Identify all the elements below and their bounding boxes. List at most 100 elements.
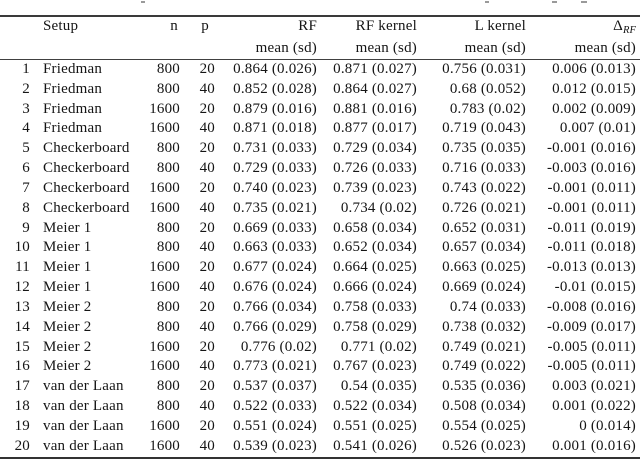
cell-p: 20 bbox=[199, 219, 215, 236]
cell-rf-mean-sd: 0.663 (0.033) bbox=[233, 239, 317, 256]
cell-delta-rf-mean-sd: -0.011 (0.019) bbox=[547, 219, 636, 236]
cropped-text-artifact bbox=[552, 1, 557, 3]
subheader-rf-mean-sd: mean (sd) bbox=[255, 39, 317, 56]
cell-delta-rf-mean-sd: 0 (0.014) bbox=[579, 417, 636, 434]
cell-delta-rf-mean-sd: 0.001 (0.016) bbox=[552, 437, 636, 454]
cell-rf-kernel-mean-sd: 0.522 (0.034) bbox=[333, 398, 417, 415]
table-top-rule bbox=[0, 15, 640, 17]
cell-setup: Meier 2 bbox=[43, 318, 92, 335]
header-row-mean-sd: mean (sd) mean (sd) mean (sd) mean (sd) bbox=[0, 38, 640, 60]
cell-delta-rf-mean-sd: -0.001 (0.016) bbox=[546, 140, 636, 157]
cell-n: 800 bbox=[156, 318, 180, 335]
cell-row-number: 7 bbox=[22, 179, 30, 196]
cell-p: 20 bbox=[199, 259, 215, 276]
cell-rf-mean-sd: 0.539 (0.023) bbox=[233, 437, 317, 454]
cell-rf-kernel-mean-sd: 0.652 (0.034) bbox=[333, 239, 417, 256]
cell-rf-kernel-mean-sd: 0.877 (0.017) bbox=[333, 120, 417, 137]
header-p: p bbox=[201, 18, 209, 34]
cell-l-kernel-mean-sd: 0.526 (0.023) bbox=[442, 437, 526, 454]
table-row: 6 Checkerboard 800 40 0.729 (0.033) 0.726 (0.… bbox=[0, 159, 640, 179]
cell-rf-kernel-mean-sd: 0.739 (0.023) bbox=[333, 179, 417, 196]
cell-rf-mean-sd: 0.773 (0.021) bbox=[233, 358, 317, 375]
cell-rf-kernel-mean-sd: 0.54 (0.035) bbox=[340, 378, 417, 395]
cell-row-number: 5 bbox=[22, 140, 30, 157]
cell-row-number: 16 bbox=[14, 358, 30, 375]
cell-row-number: 18 bbox=[14, 398, 30, 415]
cell-rf-kernel-mean-sd: 0.767 (0.023) bbox=[333, 358, 417, 375]
cell-rf-kernel-mean-sd: 0.881 (0.016) bbox=[333, 100, 417, 117]
table-row: 2 Friedman 800 40 0.852 (0.028) 0.864 (0.027)… bbox=[0, 80, 640, 100]
cell-delta-rf-mean-sd: -0.011 (0.018) bbox=[547, 239, 636, 256]
table-row: 7 Checkerboard 1600 20 0.740 (0.023) 0.739 (0… bbox=[0, 179, 640, 199]
cell-l-kernel-mean-sd: 0.74 (0.033) bbox=[449, 298, 526, 315]
cell-n: 800 bbox=[156, 160, 180, 177]
cell-p: 20 bbox=[199, 338, 215, 355]
cell-setup: Friedman bbox=[43, 100, 103, 117]
cell-rf-kernel-mean-sd: 0.871 (0.027) bbox=[333, 61, 417, 77]
cell-l-kernel-mean-sd: 0.508 (0.034) bbox=[442, 398, 526, 415]
cell-l-kernel-mean-sd: 0.726 (0.021) bbox=[442, 199, 526, 216]
subheader-l-kernel-mean-sd: mean (sd) bbox=[464, 39, 526, 56]
table-row: 16 Meier 2 1600 40 0.773 (0.021) 0.767 (0.023… bbox=[0, 357, 640, 377]
cell-delta-rf-mean-sd: -0.005 (0.011) bbox=[547, 338, 636, 355]
table-row: 3 Friedman 1600 20 0.879 (0.016) 0.881 (0.016… bbox=[0, 100, 640, 120]
cell-p: 40 bbox=[199, 398, 215, 415]
cell-l-kernel-mean-sd: 0.749 (0.021) bbox=[442, 338, 526, 355]
header-l-kernel: L kernel bbox=[474, 18, 526, 34]
cell-row-number: 13 bbox=[14, 298, 30, 315]
table-row: 15 Meier 2 1600 20 0.776 (0.02) 0.771 (0.02) 0… bbox=[0, 338, 640, 358]
cell-setup: Meier 2 bbox=[43, 298, 92, 315]
cell-n: 800 bbox=[156, 140, 180, 157]
table-row: 17 van der Laan 800 20 0.537 (0.037) 0.54 (0.… bbox=[0, 377, 640, 397]
cell-delta-rf-mean-sd: 0.002 (0.009) bbox=[552, 100, 636, 117]
cell-l-kernel-mean-sd: 0.783 (0.02) bbox=[449, 100, 526, 117]
cell-setup: Meier 1 bbox=[43, 239, 92, 256]
cell-rf-kernel-mean-sd: 0.729 (0.034) bbox=[333, 140, 417, 157]
cell-delta-rf-mean-sd: 0.001 (0.022) bbox=[552, 398, 636, 415]
header-n: n bbox=[170, 18, 178, 34]
cell-n: 1600 bbox=[149, 199, 180, 216]
cell-delta-rf-mean-sd: 0.006 (0.013) bbox=[552, 61, 636, 77]
cell-rf-kernel-mean-sd: 0.551 (0.025) bbox=[333, 417, 417, 434]
cell-row-number: 15 bbox=[14, 338, 30, 355]
cell-rf-kernel-mean-sd: 0.771 (0.02) bbox=[340, 338, 417, 355]
cell-delta-rf-mean-sd: -0.009 (0.017) bbox=[546, 318, 636, 335]
table-row: 10 Meier 1 800 40 0.663 (0.033) 0.652 (0.034)… bbox=[0, 238, 640, 258]
subheader-delta-mean-sd: mean (sd) bbox=[574, 39, 636, 56]
cell-setup: Meier 2 bbox=[43, 358, 92, 375]
table-row: 5 Checkerboard 800 20 0.731 (0.033) 0.729 (0.… bbox=[0, 139, 640, 159]
cell-delta-rf-mean-sd: -0.013 (0.013) bbox=[546, 259, 636, 276]
header-row-labels: Setup n p RF RF kernel L kernel ΔRF bbox=[0, 16, 640, 38]
cell-row-number: 3 bbox=[22, 100, 30, 117]
cell-l-kernel-mean-sd: 0.663 (0.025) bbox=[442, 259, 526, 276]
cell-setup: Meier 2 bbox=[43, 338, 92, 355]
cell-p: 20 bbox=[199, 140, 215, 157]
cell-n: 1600 bbox=[149, 259, 180, 276]
cell-rf-kernel-mean-sd: 0.664 (0.025) bbox=[333, 259, 417, 276]
cell-n: 800 bbox=[156, 219, 180, 236]
cell-rf-kernel-mean-sd: 0.658 (0.034) bbox=[333, 219, 417, 236]
cell-row-number: 20 bbox=[14, 437, 30, 454]
cell-row-number: 1 bbox=[22, 61, 30, 77]
cell-setup: Friedman bbox=[43, 80, 103, 97]
cell-rf-kernel-mean-sd: 0.734 (0.02) bbox=[340, 199, 417, 216]
cell-p: 40 bbox=[199, 80, 215, 97]
header-rf-kernel: RF kernel bbox=[355, 18, 417, 34]
cell-rf-mean-sd: 0.522 (0.033) bbox=[233, 398, 317, 415]
cell-p: 20 bbox=[199, 378, 215, 395]
cell-p: 40 bbox=[199, 279, 215, 296]
table-mid-rule bbox=[0, 58, 640, 60]
cell-n: 800 bbox=[156, 298, 180, 315]
cell-delta-rf-mean-sd: -0.01 (0.015) bbox=[554, 279, 636, 296]
cell-row-number: 9 bbox=[22, 219, 30, 236]
cell-row-number: 11 bbox=[15, 259, 30, 276]
cell-n: 800 bbox=[156, 378, 180, 395]
table-row: 1 Friedman 800 20 0.864 (0.026) 0.871 (0.027)… bbox=[0, 60, 640, 80]
cell-delta-rf-mean-sd: -0.001 (0.011) bbox=[547, 179, 636, 196]
table-bottom-rule bbox=[0, 456, 640, 459]
cell-rf-kernel-mean-sd: 0.666 (0.024) bbox=[333, 279, 417, 296]
cell-l-kernel-mean-sd: 0.716 (0.033) bbox=[442, 160, 526, 177]
cropped-text-artifact bbox=[485, 1, 489, 3]
cell-setup: van der Laan bbox=[43, 417, 124, 434]
cell-row-number: 2 bbox=[22, 80, 30, 97]
